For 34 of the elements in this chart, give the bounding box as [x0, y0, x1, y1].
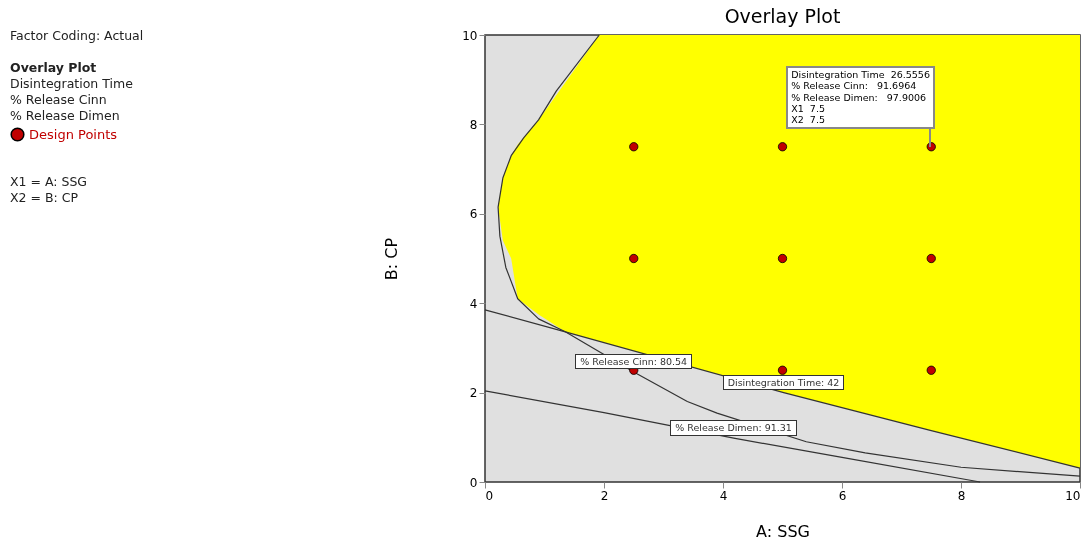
y-tick-label: 8 [469, 117, 478, 132]
x-tick-label: 6 [838, 488, 847, 503]
point [629, 253, 639, 264]
text: Factor Coding: Actual [10, 28, 144, 43]
x-tick-label: 10 [1065, 488, 1081, 503]
chart-title: Overlay Plot [724, 5, 841, 27]
x-tick-label: 8 [957, 488, 966, 503]
text: X1 = A: SSG [10, 174, 88, 189]
legend-label: Design Points [29, 126, 118, 142]
point [926, 253, 936, 264]
y-tick-label: 6 [469, 207, 478, 222]
text: % Release Dimen [10, 108, 120, 123]
y-tick-label: 0 [469, 475, 478, 490]
point [777, 365, 788, 375]
x-tick-label: 2 [600, 488, 609, 503]
y-tick-label: 4 [469, 296, 478, 311]
x-axis-title: A: SSG [756, 521, 810, 541]
point [629, 142, 639, 152]
series-label: % Release Dimen: 91.31 [670, 420, 797, 436]
y-tick-label: 10 [462, 28, 478, 43]
text: Disintegration Time [10, 76, 133, 91]
y-axis-title: B: CP [382, 237, 402, 281]
point [777, 253, 788, 264]
x-tick-label: 0 [485, 488, 494, 503]
series-label: % Release Cinn: 80.54 [575, 354, 693, 370]
text: Overlay Plot [10, 60, 97, 75]
series-label: Disintegration Time: 42 [722, 374, 845, 390]
point [777, 142, 788, 152]
y-tick-label: 2 [469, 386, 478, 401]
point [926, 365, 936, 375]
text: % Release Cinn [10, 92, 107, 107]
annotation: Disintegration Time 26.5556 % Release Cinn: 91.6964 % Release Dimen: 97.9006 X1 7.5 X2 7.5 [786, 65, 935, 129]
text: X2 = B: CP [10, 190, 78, 205]
x-tick-label: 4 [719, 488, 728, 503]
